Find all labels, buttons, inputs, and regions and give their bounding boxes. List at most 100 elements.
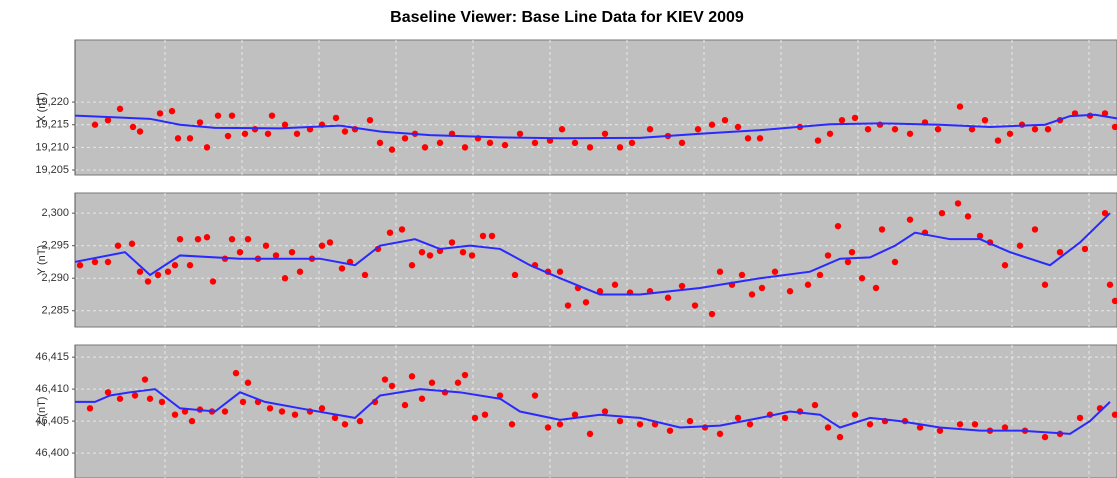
series-group <box>75 200 1117 318</box>
series-group <box>75 103 1117 153</box>
data-point <box>721 116 729 124</box>
data-point <box>694 126 702 133</box>
data-point <box>826 130 834 137</box>
data-point <box>471 414 479 422</box>
data-point <box>571 411 579 418</box>
data-point <box>461 371 469 379</box>
data-point <box>86 405 94 412</box>
data-point <box>571 139 579 147</box>
data-point <box>1076 414 1084 422</box>
data-point <box>244 379 252 386</box>
y-tick-label: 46,410 <box>35 383 69 395</box>
data-point <box>241 130 249 137</box>
data-point <box>454 379 462 386</box>
data-point <box>1044 126 1052 133</box>
data-point <box>421 144 429 151</box>
data-point <box>76 262 84 269</box>
y-tick-label: 19,220 <box>35 96 69 108</box>
data-point <box>436 139 444 147</box>
data-point <box>426 252 434 259</box>
data-point <box>756 135 764 142</box>
data-point <box>214 112 222 119</box>
data-point <box>601 130 609 137</box>
data-point <box>744 135 752 142</box>
data-point <box>116 105 124 113</box>
data-point <box>851 411 859 418</box>
series-group <box>75 369 1117 441</box>
data-point <box>268 112 276 119</box>
data-point <box>203 234 211 241</box>
data-point <box>956 103 964 110</box>
data-point <box>564 302 572 309</box>
data-point <box>1111 123 1117 131</box>
data-point <box>281 275 289 282</box>
data-point <box>864 126 872 133</box>
data-point <box>244 235 252 243</box>
data-point <box>976 232 984 240</box>
data-point <box>1031 226 1039 233</box>
data-point <box>556 268 564 275</box>
data-point <box>746 421 754 428</box>
data-point <box>848 248 856 256</box>
data-point <box>691 302 699 309</box>
data-point <box>734 123 742 131</box>
data-point <box>748 291 756 298</box>
y-tick-label: 2,285 <box>41 305 69 317</box>
data-point <box>611 281 619 288</box>
data-point <box>716 430 724 438</box>
data-point <box>448 239 456 246</box>
y-tick-label: 2,300 <box>41 207 69 219</box>
y-tick-label: 2,295 <box>41 240 69 252</box>
data-point <box>288 248 296 256</box>
data-point <box>459 248 467 256</box>
data-point <box>176 235 184 243</box>
data-point <box>664 294 672 301</box>
data-point <box>1031 126 1039 133</box>
data-point <box>836 433 844 441</box>
y-tick-label: 19,215 <box>35 119 69 131</box>
data-point <box>556 421 564 428</box>
data-point <box>272 252 280 259</box>
data-point <box>174 135 182 142</box>
y-axis-label: Y (nT) <box>36 245 48 275</box>
data-point <box>481 411 489 418</box>
data-point <box>401 135 409 142</box>
data-point <box>418 395 426 402</box>
data-point <box>488 232 496 240</box>
data-point <box>824 252 832 259</box>
baseline-line <box>75 212 1111 296</box>
y-tick-label: 19,210 <box>35 141 69 153</box>
data-point <box>332 114 340 122</box>
data-point <box>479 232 487 240</box>
data-point <box>1006 130 1014 137</box>
data-point <box>281 121 289 128</box>
data-point <box>196 119 204 126</box>
data-point <box>531 139 539 147</box>
data-point <box>232 369 240 377</box>
baseline-line <box>75 388 1111 435</box>
data-point <box>264 130 272 137</box>
data-point <box>114 242 122 249</box>
data-point <box>804 281 812 288</box>
data-point <box>891 126 899 133</box>
data-point <box>318 242 326 249</box>
y-axis-label: X (nT) <box>36 92 48 123</box>
data-point <box>461 144 469 151</box>
data-point <box>851 114 859 122</box>
data-point <box>916 424 924 431</box>
data-point <box>381 376 389 383</box>
data-point <box>398 226 406 233</box>
data-point <box>221 408 229 415</box>
y-tick-label: 19,205 <box>35 164 69 176</box>
data-point <box>866 421 874 428</box>
data-point <box>186 135 194 142</box>
data-point <box>716 268 724 275</box>
data-point <box>186 262 194 269</box>
data-point <box>291 411 299 418</box>
data-point <box>1111 411 1117 418</box>
data-point <box>954 200 962 207</box>
data-point <box>586 144 594 151</box>
data-point <box>771 268 779 275</box>
data-point <box>738 271 746 279</box>
